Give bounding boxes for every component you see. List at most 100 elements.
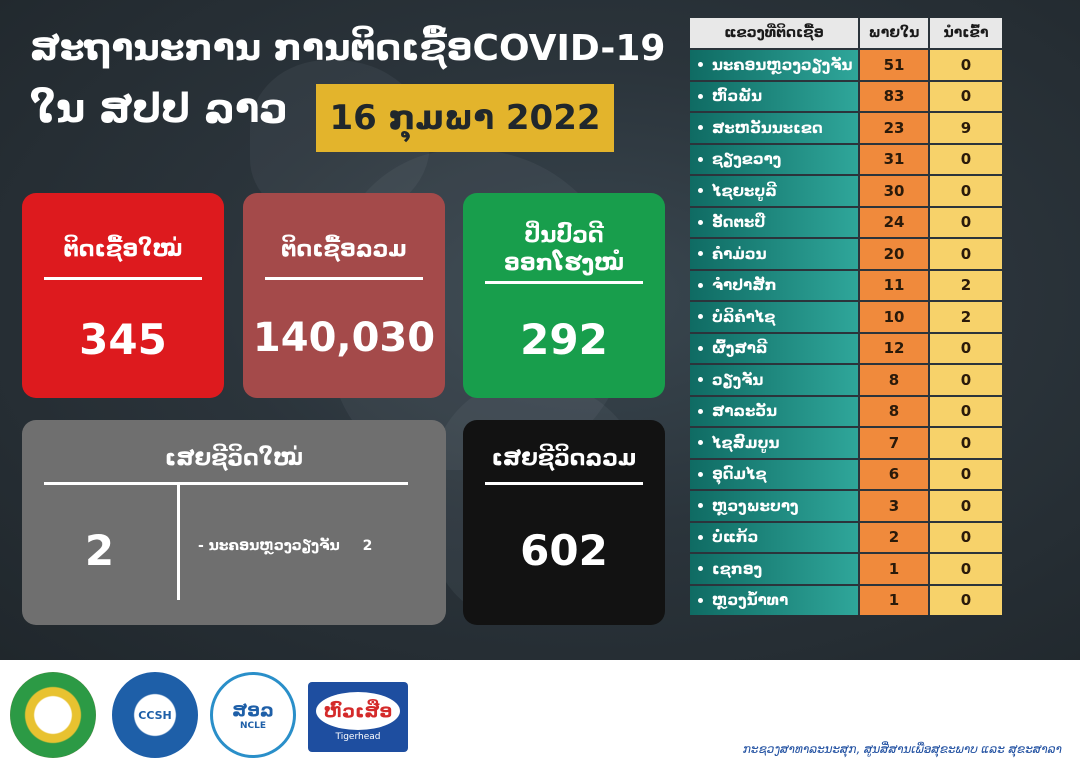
province-cell: ບໍ່ແກ້ວ (690, 522, 860, 552)
bullet-icon (698, 471, 703, 477)
local-cell: 20 (860, 239, 930, 269)
province-cell: ສະຫວັນນະເຂດ (690, 113, 860, 143)
province-name: ນະຄອນຫຼວງວຽງຈັນ (712, 55, 853, 74)
bullet-icon (698, 125, 703, 131)
imported-cell: 0 (930, 333, 1002, 363)
table-row: ອຸດົມໄຊ 6 0 (690, 457, 1002, 489)
bullet-icon (698, 503, 703, 509)
province-cell: ສາລະວັນ (690, 396, 860, 426)
local-cell: 24 (860, 207, 930, 237)
table-row: ຊຽງຂວາງ 31 0 (690, 142, 1002, 174)
province-cell: ຊຽງຂວາງ (690, 144, 860, 174)
local-cell: 8 (860, 396, 930, 426)
province-cell: ເຊກອງ (690, 554, 860, 584)
recovered-card: ປິ່ນປົວດີ ອອກໂຮງໝໍ 292 (463, 193, 665, 398)
province-name: ຄຳມ່ວນ (712, 244, 767, 263)
imported-cell: 0 (930, 176, 1002, 206)
province-cell: ໄຊສົມບູນ (690, 428, 860, 458)
table-row: ຫົວພັນ 83 0 (690, 79, 1002, 111)
bullet-icon (698, 251, 703, 257)
local-cell: 2 (860, 522, 930, 552)
province-name: ອັດຕະປື (712, 213, 766, 232)
table-row: ໄຊຍະບູລີ 30 0 (690, 174, 1002, 206)
table-header: ແຂວງທີ່ຕິດເຊື້ອ ພາຍໃນ ນຳເຂົ້າ (690, 18, 1002, 48)
province-name: ຫຼວງພະບາງ (712, 496, 799, 515)
new-deaths-province: - ນະຄອນຫຼວງວຽງຈັນ (198, 538, 340, 554)
province-table: ແຂວງທີ່ຕິດເຊື້ອ ພາຍໃນ ນຳເຂົ້າ ນະຄອນຫຼວງວ… (690, 18, 1002, 615)
bullet-icon (698, 314, 703, 320)
bullet-icon (698, 566, 703, 572)
new-deaths-card: ເສຍຊີວິດໃໝ່ 2 - ນະຄອນຫຼວງວຽງຈັນ 2 (22, 420, 446, 625)
ccsh-logo: CCSH (112, 672, 198, 758)
local-cell: 23 (860, 113, 930, 143)
table-row: ເຊກອງ 1 0 (690, 552, 1002, 584)
imported-cell: 0 (930, 585, 1002, 615)
ncle-logo-text: ສອລ (232, 699, 274, 721)
total-cases-card: ຕິດເຊື້ອລວມ 140,030 (243, 193, 445, 398)
province-cell: ຫຼວງພະບາງ (690, 491, 860, 521)
province-name: ຊຽງຂວາງ (712, 150, 782, 169)
province-name: ຫຼວງນ້ຳທາ (712, 591, 789, 610)
ministry-emblem-logo (10, 672, 96, 758)
new-deaths-label: ເສຍຊີວິດໃໝ່ (164, 446, 304, 471)
total-cases-label: ຕິດເຊື້ອລວມ (281, 237, 407, 262)
province-name: ເຊກອງ (712, 559, 763, 578)
local-cell: 83 (860, 81, 930, 111)
province-cell: ອັດຕະປື (690, 207, 860, 237)
ncle-logo-subtext: NCLE (239, 720, 267, 731)
card-divider (485, 281, 643, 284)
imported-cell: 0 (930, 491, 1002, 521)
new-cases-card: ຕິດເຊື້ອໃໝ່ 345 (22, 193, 224, 398)
bullet-icon (698, 282, 703, 288)
total-deaths-label: ເສຍຊີວິດລວມ (491, 446, 637, 471)
bullet-icon (698, 534, 703, 540)
province-name: ບໍລິຄຳໄຊ (712, 307, 776, 326)
imported-cell: 0 (930, 144, 1002, 174)
recovered-label-line1: ປິ່ນປົວດີ (524, 223, 604, 248)
table-row: ບໍ່ແກ້ວ 2 0 (690, 520, 1002, 552)
ccsh-logo-text: CCSH (138, 708, 172, 722)
date-badge: 16 ກຸມພາ 2022 (316, 84, 614, 152)
table-row: ຈຳປາສັກ 11 2 (690, 268, 1002, 300)
bullet-icon (698, 93, 703, 99)
table-row: ໄຊສົມບູນ 7 0 (690, 426, 1002, 458)
table-row: ບໍລິຄຳໄຊ 10 2 (690, 300, 1002, 332)
card-divider (265, 277, 423, 280)
province-cell: ວຽງຈັນ (690, 365, 860, 395)
ncle-logo: ສອລ NCLE (210, 672, 296, 758)
province-name: ໄຊຍະບູລີ (712, 181, 777, 200)
imported-cell: 0 (930, 522, 1002, 552)
province-cell: ຄຳມ່ວນ (690, 239, 860, 269)
bullet-icon (698, 62, 703, 68)
new-cases-value: 345 (79, 315, 167, 364)
imported-cell: 0 (930, 396, 1002, 426)
imported-cell: 0 (930, 207, 1002, 237)
local-cell: 8 (860, 365, 930, 395)
imported-cell: 0 (930, 459, 1002, 489)
province-name: ຫົວພັນ (712, 87, 763, 106)
local-cell: 31 (860, 144, 930, 174)
table-row: ຫຼວງພະບາງ 3 0 (690, 489, 1002, 521)
local-cell: 30 (860, 176, 930, 206)
bullet-icon (698, 408, 703, 414)
province-cell: ຈຳປາສັກ (690, 270, 860, 300)
table-row: ຫຼວງນ້ຳທາ 1 0 (690, 583, 1002, 615)
local-cell: 11 (860, 270, 930, 300)
header-imported: ນຳເຂົ້າ (930, 18, 1002, 48)
total-cases-value: 140,030 (252, 315, 436, 361)
bullet-icon (698, 188, 703, 194)
province-cell: ຫຼວງນ້ຳທາ (690, 585, 860, 615)
table-row: ນະຄອນຫຼວງວຽງຈັນ 51 0 (690, 48, 1002, 80)
imported-cell: 0 (930, 554, 1002, 584)
local-cell: 6 (860, 459, 930, 489)
table-body: ນະຄອນຫຼວງວຽງຈັນ 51 0 ຫົວພັນ 83 0 ສະຫວັນນະເຂດ 23… (690, 48, 1002, 615)
bullet-icon (698, 345, 703, 351)
page-subtitle: ໃນ ສປປ ລາວ (30, 86, 288, 132)
province-name: ສະຫວັນນະເຂດ (712, 118, 823, 137)
province-name: ໄຊສົມບູນ (712, 433, 780, 452)
imported-cell: 0 (930, 365, 1002, 395)
imported-cell: 0 (930, 428, 1002, 458)
bullet-icon (698, 156, 703, 162)
province-cell: ນະຄອນຫຼວງວຽງຈັນ (690, 50, 860, 80)
card-divider (44, 277, 202, 280)
